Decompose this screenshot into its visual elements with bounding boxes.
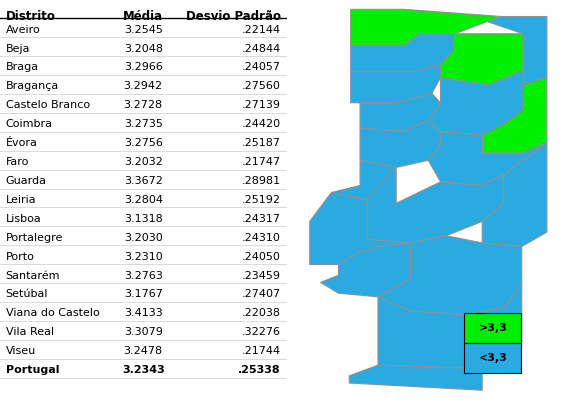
Text: .22038: .22038: [242, 309, 281, 318]
Text: Guarda: Guarda: [6, 176, 47, 186]
Text: Leiria: Leiria: [6, 195, 36, 205]
Text: >3,3: >3,3: [478, 323, 507, 333]
Text: 3.2310: 3.2310: [124, 252, 163, 262]
Text: .27139: .27139: [242, 100, 281, 110]
Text: .23459: .23459: [242, 271, 281, 280]
Text: 3.4133: 3.4133: [124, 309, 163, 318]
Text: Portalegre: Portalegre: [6, 233, 63, 243]
Text: Braga: Braga: [6, 63, 39, 72]
Text: 3.3079: 3.3079: [124, 327, 163, 337]
Text: 3.2478: 3.2478: [124, 346, 163, 356]
Text: 3.2804: 3.2804: [124, 195, 163, 205]
Text: 3.2966: 3.2966: [124, 63, 163, 72]
FancyBboxPatch shape: [464, 343, 521, 373]
Polygon shape: [310, 193, 410, 265]
Polygon shape: [428, 131, 547, 186]
Text: .22144: .22144: [242, 25, 281, 35]
Text: 3.2545: 3.2545: [124, 25, 163, 35]
Text: Portugal: Portugal: [6, 365, 59, 375]
Text: .21747: .21747: [242, 157, 281, 167]
Text: Lisboa: Lisboa: [6, 214, 41, 224]
Text: .28981: .28981: [242, 176, 281, 186]
Text: .24057: .24057: [242, 63, 281, 72]
Text: Faro: Faro: [6, 157, 29, 167]
Text: .24050: .24050: [242, 252, 281, 262]
Text: .25338: .25338: [238, 365, 281, 375]
FancyBboxPatch shape: [464, 313, 521, 343]
Text: 3.2756: 3.2756: [124, 138, 163, 148]
Polygon shape: [482, 142, 547, 247]
Text: Viana do Castelo: Viana do Castelo: [6, 309, 100, 318]
Text: 3.2735: 3.2735: [124, 119, 163, 129]
Text: Aveiro: Aveiro: [6, 25, 41, 35]
Text: 3.2030: 3.2030: [124, 233, 163, 243]
Text: .24844: .24844: [242, 44, 281, 54]
Text: Vila Real: Vila Real: [6, 327, 54, 337]
Text: Beja: Beja: [6, 44, 30, 54]
Text: Castelo Branco: Castelo Branco: [6, 100, 90, 110]
Text: .24420: .24420: [242, 119, 281, 129]
Text: .25187: .25187: [242, 138, 281, 148]
Text: 3.2343: 3.2343: [122, 365, 164, 375]
Text: .25192: .25192: [242, 195, 281, 205]
Text: Setúbal: Setúbal: [6, 289, 48, 300]
Text: Coimbra: Coimbra: [6, 119, 53, 129]
Polygon shape: [360, 121, 441, 167]
Text: Média: Média: [123, 10, 163, 23]
Polygon shape: [351, 65, 441, 103]
Polygon shape: [378, 236, 522, 315]
Polygon shape: [320, 243, 410, 297]
Text: 3.3672: 3.3672: [124, 176, 163, 186]
Polygon shape: [351, 34, 453, 72]
Text: .27407: .27407: [242, 289, 281, 300]
Text: 3.1767: 3.1767: [124, 289, 163, 300]
Text: .24317: .24317: [242, 214, 281, 224]
Polygon shape: [441, 34, 523, 85]
Polygon shape: [482, 78, 547, 153]
Text: .24310: .24310: [242, 233, 281, 243]
Polygon shape: [360, 94, 441, 131]
Polygon shape: [331, 160, 396, 204]
Polygon shape: [367, 167, 504, 243]
Text: 3.2048: 3.2048: [124, 44, 163, 54]
Text: 3.2763: 3.2763: [124, 271, 163, 280]
Text: .32276: .32276: [242, 327, 281, 337]
Polygon shape: [428, 70, 523, 135]
Text: .21744: .21744: [242, 346, 281, 356]
Text: .27560: .27560: [242, 81, 281, 92]
Text: Bragança: Bragança: [6, 81, 59, 92]
Polygon shape: [350, 365, 482, 390]
Text: 3.2942: 3.2942: [124, 81, 163, 92]
Polygon shape: [351, 9, 501, 45]
Text: Santarém: Santarém: [6, 271, 60, 280]
Text: Porto: Porto: [6, 252, 34, 262]
Text: <3,3: <3,3: [478, 353, 507, 363]
Text: 3.1318: 3.1318: [124, 214, 163, 224]
Text: Viseu: Viseu: [6, 346, 36, 356]
Text: 3.2032: 3.2032: [124, 157, 163, 167]
Polygon shape: [487, 17, 547, 85]
Text: 3.2728: 3.2728: [124, 100, 163, 110]
Polygon shape: [378, 286, 522, 369]
Text: Distrito: Distrito: [6, 10, 56, 23]
Text: Évora: Évora: [6, 138, 38, 148]
Text: Desvio Padrão: Desvio Padrão: [186, 10, 281, 23]
